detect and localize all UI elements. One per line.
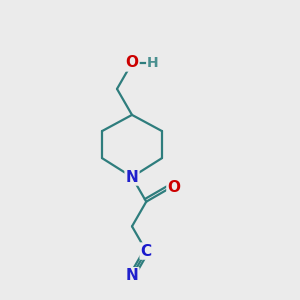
Text: C: C (141, 244, 152, 259)
Text: O: O (167, 180, 180, 195)
Text: N: N (126, 169, 138, 184)
Text: N: N (126, 268, 138, 283)
Text: H: H (147, 56, 159, 70)
Text: O: O (125, 56, 139, 70)
